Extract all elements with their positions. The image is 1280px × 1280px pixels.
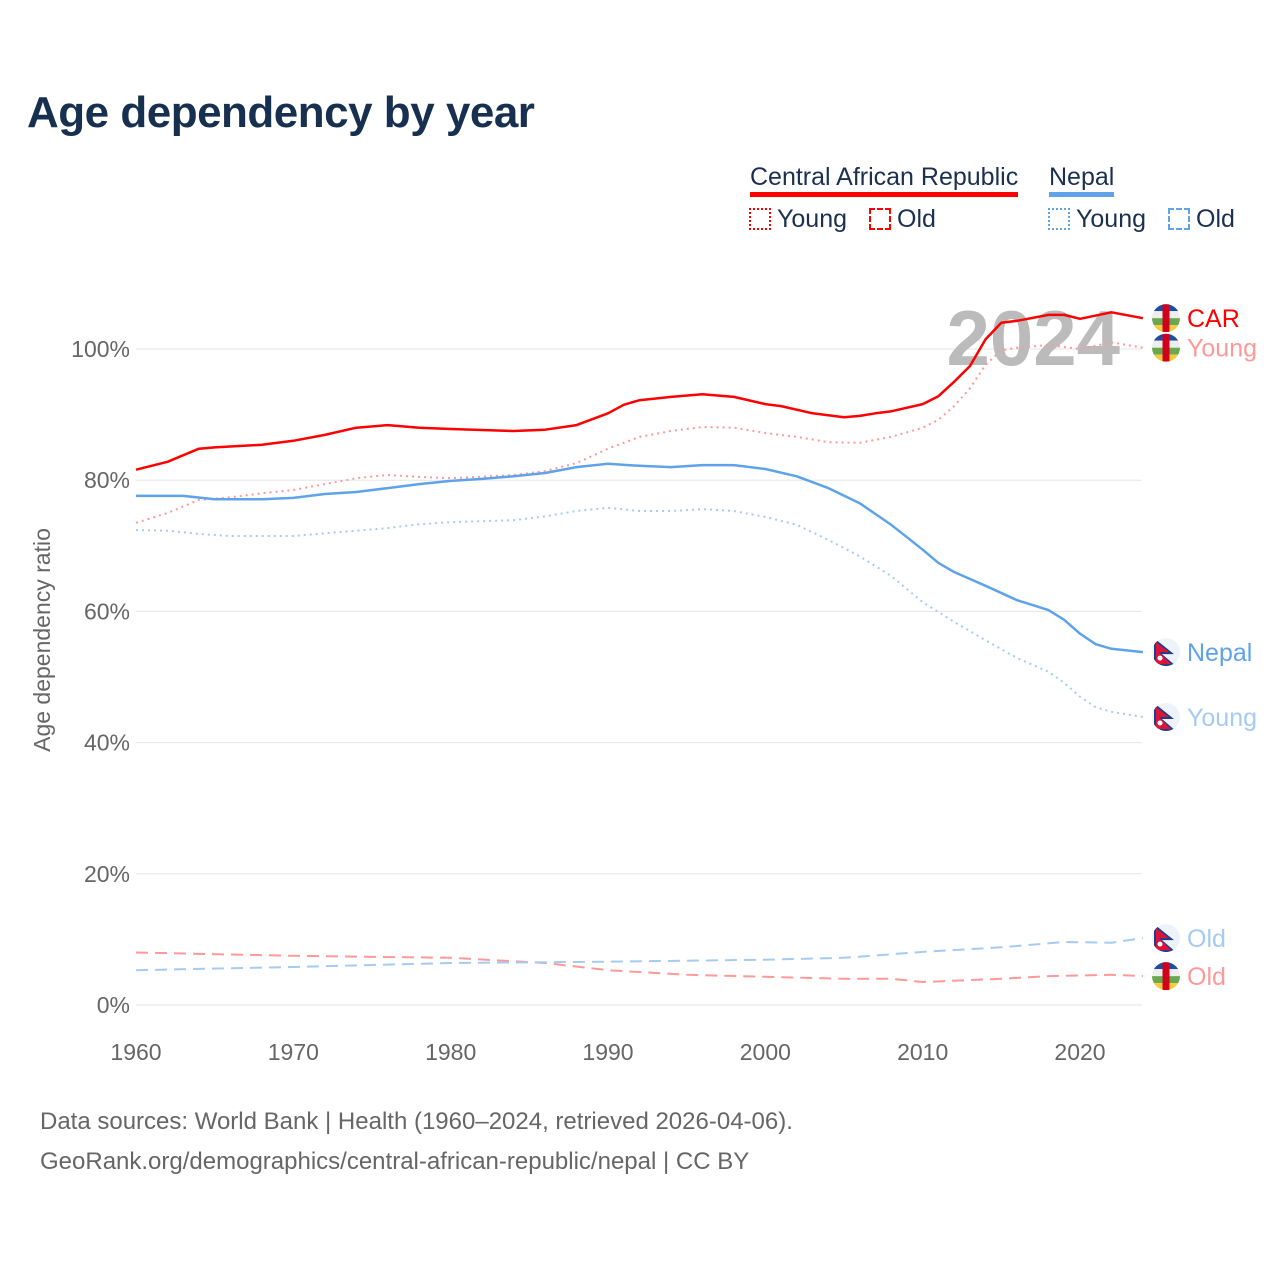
flag-body <box>1152 703 1180 732</box>
car-flag-icon <box>1152 333 1180 362</box>
series-line-nepal-young <box>135 506 1144 718</box>
end-label: Old <box>1187 925 1226 953</box>
flag-body <box>1152 304 1180 333</box>
y-tick-label: 80% <box>84 467 130 493</box>
flag-sun <box>1157 655 1163 661</box>
series-line-central-african-republic-old <box>135 951 1143 983</box>
dashed-swatch-icon <box>1168 208 1190 230</box>
y-tick-label: 20% <box>84 861 130 887</box>
flag-body <box>1152 924 1180 953</box>
legend-nepal-old[interactable]: Old <box>1168 205 1235 234</box>
x-tick-label: 1990 <box>582 1039 633 1065</box>
end-label: Old <box>1187 963 1226 991</box>
legend-car-young[interactable]: Young <box>749 205 847 234</box>
flag-sun <box>1157 941 1163 947</box>
flag-body <box>1152 333 1180 362</box>
flag-body <box>1152 638 1180 667</box>
legend-label: Old <box>897 205 936 233</box>
y-tick-label: 0% <box>97 992 130 1018</box>
data-source: Data sources: World Bank | Health (1960–… <box>40 1108 793 1135</box>
source-link[interactable]: GeoRank.org/demographics/central-african… <box>40 1148 750 1175</box>
legend-label: Old <box>1196 205 1235 233</box>
y-tick-label: 40% <box>84 730 130 756</box>
year-watermark: 2024 <box>946 294 1120 382</box>
car-flag-icon <box>1152 304 1180 333</box>
x-tick-label: 2000 <box>740 1039 791 1065</box>
nepal-flag-icon <box>1152 638 1180 667</box>
y-tick-label: 60% <box>84 598 130 624</box>
legend-nepal[interactable]: Nepal <box>1049 162 1115 197</box>
legend-car[interactable]: Central African Republic <box>750 162 1019 197</box>
chart-title: Age dependency by year <box>27 88 535 137</box>
dotted-swatch-icon <box>749 208 771 230</box>
x-tick-label: 2020 <box>1054 1039 1105 1065</box>
nepal-flag-icon <box>1152 924 1180 953</box>
x-tick-label: 1970 <box>268 1039 319 1065</box>
legend-label: Young <box>777 205 847 233</box>
flag-band <box>1162 962 1170 991</box>
y-axis-title: Age dependency ratio <box>29 528 55 752</box>
series-line-nepal-old <box>135 937 1144 972</box>
legend-label: Young <box>1076 205 1146 233</box>
flag-body <box>1152 962 1180 991</box>
car-flag-icon <box>1152 962 1180 991</box>
end-label: CAR <box>1187 305 1240 333</box>
end-label: Young <box>1187 704 1257 732</box>
series-line-central-african-republic-young <box>135 341 1144 524</box>
x-tick-label: 2010 <box>897 1039 948 1065</box>
dotted-swatch-icon <box>1048 208 1070 230</box>
legend-nepal-young[interactable]: Young <box>1048 205 1146 234</box>
flag-band <box>1162 304 1170 333</box>
y-tick-label: 100% <box>71 336 130 362</box>
flag-band <box>1162 333 1170 362</box>
legend-car-old[interactable]: Old <box>869 205 936 234</box>
x-tick-label: 1960 <box>110 1039 161 1065</box>
series-line-nepal <box>136 462 1144 654</box>
nepal-flag-icon <box>1152 703 1180 732</box>
end-label: Young <box>1187 335 1257 363</box>
flag-sun <box>1157 720 1163 726</box>
dashed-swatch-icon <box>869 208 891 230</box>
end-label: Nepal <box>1187 639 1252 667</box>
series-line-central-african-republic <box>135 311 1144 471</box>
x-tick-label: 1980 <box>425 1039 476 1065</box>
